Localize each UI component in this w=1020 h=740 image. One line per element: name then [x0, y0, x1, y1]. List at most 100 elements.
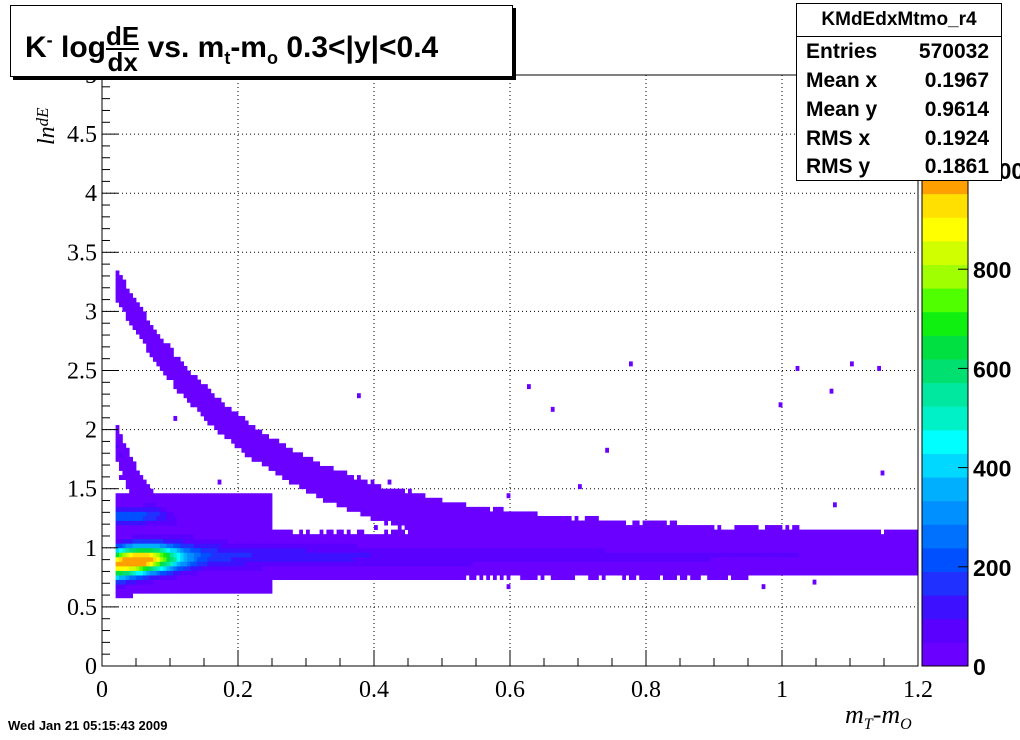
heatmap-cell [197, 565, 201, 571]
heatmap-cell [503, 570, 507, 576]
heatmap-cell [652, 534, 657, 540]
heatmap-cell [850, 552, 854, 558]
heatmap-cell [193, 493, 198, 499]
heatmap-cell [809, 565, 813, 571]
heatmap-cell [601, 575, 606, 581]
heatmap-cell [193, 502, 198, 508]
heatmap-cell [200, 397, 205, 403]
heatmap-cell [860, 556, 864, 562]
heatmap-cell [255, 520, 259, 526]
heatmap-cell [486, 515, 490, 521]
heatmap-cell [136, 311, 140, 317]
heatmap-cell [367, 538, 371, 544]
heatmap-cell [863, 529, 868, 535]
heatmap-cell [346, 493, 351, 499]
heatmap-cell [884, 570, 888, 576]
heatmap-cell [911, 570, 915, 576]
heatmap-cell [170, 497, 174, 503]
heatmap-cell [115, 493, 120, 499]
heatmap-cell [459, 547, 463, 553]
heatmap-cell [234, 543, 239, 549]
heatmap-cell [608, 561, 613, 567]
heatmap-cell [748, 565, 752, 571]
heatmap-cell [646, 529, 650, 535]
heatmap-cell [217, 588, 222, 594]
heatmap-cell [292, 561, 297, 567]
heatmap-cell [149, 547, 154, 553]
heatmap-cell [119, 547, 123, 553]
heatmap-cell [275, 465, 280, 471]
heatmap-cell [374, 552, 378, 558]
heatmap-cell [180, 575, 184, 581]
heatmap-cell [142, 488, 147, 494]
heatmap-cell [183, 556, 188, 562]
heatmap-cell [442, 502, 446, 508]
heatmap-cell [153, 334, 157, 340]
heatmap-cell [850, 570, 854, 576]
heatmap-cell [652, 556, 657, 562]
heatmap-cell [618, 543, 623, 549]
heatmap-cell [170, 547, 174, 553]
heatmap-cell [329, 484, 334, 490]
heatmap-cell [802, 570, 807, 576]
heatmap-cell [428, 575, 433, 581]
heatmap-cell [187, 384, 191, 390]
heatmap-cell [574, 520, 579, 526]
heatmap-cell [510, 538, 514, 544]
heatmap-cell [397, 570, 402, 576]
heatmap-cell [122, 552, 127, 558]
heatmap-cell [244, 420, 249, 426]
heatmap-cell [122, 534, 127, 540]
heatmap-cell [591, 543, 596, 549]
heatmap-cell [258, 534, 263, 540]
heatmap-cell [217, 534, 222, 540]
heatmap-cell [132, 306, 137, 312]
heatmap-cell [523, 575, 528, 581]
heatmap-cell [499, 525, 504, 531]
heatmap-cell [306, 556, 310, 562]
heatmap-cell [289, 465, 293, 471]
heatmap-cell [197, 538, 201, 544]
heatmap-cell [136, 529, 140, 535]
heatmap-cell [265, 497, 269, 503]
heatmap-cell [462, 547, 467, 553]
heatmap-cell [431, 570, 436, 576]
heatmap-cell [251, 534, 256, 540]
heatmap-cell [227, 543, 232, 549]
heatmap-cell [438, 529, 443, 535]
heatmap-cell [272, 556, 276, 562]
heatmap-cell [132, 511, 137, 517]
heatmap-cell [540, 552, 545, 558]
heatmap-cell [472, 534, 477, 540]
heatmap-cell [710, 565, 715, 571]
heatmap-cell [261, 547, 266, 553]
heatmap-cell [258, 511, 263, 517]
heatmap-cell [190, 493, 195, 499]
heatmap-cell [217, 415, 222, 421]
heatmap-cell [238, 543, 242, 549]
heatmap-cell [778, 534, 783, 540]
heatmap-cell [214, 406, 218, 412]
heatmap-cell [289, 452, 293, 458]
heatmap-cell [442, 525, 446, 531]
heatmap-cell [170, 565, 174, 571]
heatmap-cell [190, 543, 195, 549]
heatmap-cell [680, 543, 684, 549]
heatmap-cell [493, 506, 497, 512]
heatmap-cell [289, 570, 293, 576]
heatmap-cell [414, 497, 419, 503]
heatmap-cell [506, 575, 511, 581]
heatmap-cell [292, 565, 297, 571]
heatmap-cell [374, 547, 378, 553]
heatmap-cell [265, 575, 269, 581]
heatmap-cell [129, 470, 133, 476]
heatmap-cell [686, 565, 691, 571]
heatmap-cell [870, 547, 875, 553]
heatmap-cell [788, 565, 793, 571]
heatmap-cell [812, 561, 817, 567]
heatmap-cell [156, 343, 161, 349]
heatmap-cell [241, 570, 246, 576]
heatmap-cell [380, 565, 385, 571]
heatmap-cell [234, 529, 239, 535]
heatmap-cell [367, 511, 371, 517]
